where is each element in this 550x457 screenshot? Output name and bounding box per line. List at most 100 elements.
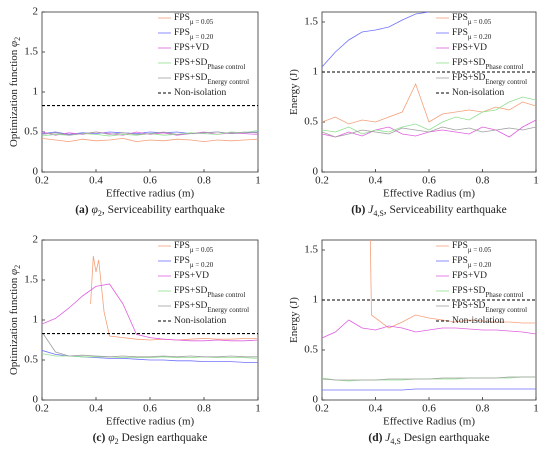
- x-tick-label: 0.8: [476, 175, 490, 187]
- series-line: [369, 240, 536, 329]
- legend-sub: Phase control: [485, 291, 523, 299]
- legend-sub: Energy control: [485, 78, 527, 86]
- legend-sub: μ = 0.20: [190, 261, 214, 269]
- series-line: [42, 131, 258, 136]
- legend-name: FPS: [452, 241, 468, 251]
- y-tick-label: 0.5: [304, 116, 318, 128]
- x-tick-label: 1: [533, 175, 539, 187]
- lines: [42, 105, 258, 143]
- legend-sub: μ = 0.05: [468, 246, 492, 254]
- legend-name: Non-isolation: [174, 316, 226, 326]
- x-tick-label: 0.8: [197, 403, 211, 415]
- y-axis-label: Optimization function φ2: [8, 37, 23, 147]
- legend-sub: Energy control: [207, 306, 249, 314]
- y-tick-label: 0: [313, 394, 319, 406]
- x-tick-label: 1: [255, 403, 261, 415]
- legend-label: FPSμ = 0.20: [174, 28, 214, 40]
- x-tick-label: 0.2: [35, 175, 49, 187]
- legend-label: FPS+SDEnergy control: [452, 73, 527, 85]
- y-axis-label: Energy (J): [288, 69, 300, 115]
- y-tick-label: 0: [33, 394, 39, 406]
- y-tick-label: 2: [33, 6, 39, 18]
- text-part: 2: [115, 437, 119, 446]
- lines: [322, 240, 536, 391]
- legend-label: FPS+VD: [174, 271, 209, 281]
- text-part: J: [382, 432, 391, 444]
- series-line: [42, 137, 258, 143]
- text-part: Design earthquake: [401, 432, 490, 444]
- panel: 0.2 0.4 0.6 0.8 1 0 0.5 1 1.5 2 Effective radius (…: [8, 6, 261, 219]
- text-part: , Serviceability earthquake: [102, 204, 225, 216]
- legend-label: FPS+SDPhase control: [174, 286, 245, 298]
- y-tick-label: 0.5: [24, 126, 38, 138]
- legend-label: FPSμ = 0.20: [452, 28, 492, 40]
- y-axis-label: Energy (J): [288, 297, 300, 343]
- x-axis-label: Effective radius (m): [106, 188, 195, 200]
- plot-area: [321, 239, 537, 401]
- legend-name: FPS: [174, 256, 190, 266]
- legend-name: Non-isolation: [452, 316, 504, 326]
- legend-label: FPS+SDEnergy control: [174, 73, 249, 85]
- series-line: [42, 331, 258, 358]
- panel: 0.2 0.4 0.6 0.8 1 0 0.5 1 1.5 Effective Radius (m…: [288, 11, 539, 218]
- legend-name: FPS+VD: [452, 43, 487, 53]
- legend-sub: Energy control: [485, 306, 527, 314]
- x-tick-label: 0.6: [143, 175, 157, 187]
- plot-area: [41, 239, 259, 401]
- legend-label: Non-isolation: [452, 88, 504, 98]
- legend-label: FPSμ = 0.05: [452, 241, 492, 253]
- y-axis-label: Optimization function φ2: [8, 265, 23, 375]
- x-tick-label: 0.2: [35, 403, 49, 415]
- legend-label: FPS+SDPhase control: [174, 58, 245, 70]
- legend-name: FPS: [174, 13, 190, 23]
- text-part: (a): [75, 204, 89, 216]
- series-line: [42, 353, 258, 359]
- legend-name: FPS: [452, 256, 468, 266]
- legend-name: FPS+SD: [174, 73, 207, 83]
- panel: 0.2 0.4 0.6 0.8 1 0 0.5 1 1.5 2 Effective radius (…: [8, 234, 261, 447]
- text-part: 4,S: [390, 437, 400, 446]
- text-part: 2: [98, 209, 102, 218]
- x-tick-label: 0.6: [422, 175, 436, 187]
- legend-name: FPS+SD: [174, 58, 207, 68]
- text-part: φ: [8, 269, 20, 275]
- legend-label: FPSμ = 0.20: [452, 256, 492, 268]
- legend-name: FPS: [452, 28, 468, 38]
- x-tick-label: 0.4: [369, 175, 383, 187]
- legend-sub: μ = 0.05: [190, 246, 214, 254]
- y-tick-label: 1: [313, 66, 319, 78]
- legend-label: FPS+VD: [452, 271, 487, 281]
- y-tick-label: 1: [33, 314, 39, 326]
- y-tick-label: 1.5: [24, 46, 38, 58]
- legend-name: FPS+SD: [452, 73, 485, 83]
- legend-name: FPS+VD: [174, 43, 209, 53]
- text-part: 4,S: [373, 209, 383, 218]
- panel: 0.2 0.4 0.6 0.8 1 0 0.5 1 1.5 Effective Radius (m…: [288, 239, 539, 446]
- legend-label: FPSμ = 0.05: [452, 13, 492, 25]
- text-part: φ: [8, 41, 20, 47]
- text-part: , Serviceability earthquake: [384, 204, 507, 216]
- plot-area: [321, 11, 537, 173]
- legend-sub: μ = 0.20: [468, 261, 492, 269]
- x-tick-label: 0.4: [369, 403, 383, 415]
- legend-sub: μ = 0.05: [468, 18, 492, 26]
- series-line: [322, 376, 536, 381]
- y-tick-label: 2: [33, 234, 39, 246]
- legend-name: FPS+SD: [452, 58, 485, 68]
- x-tick-label: 1: [533, 403, 539, 415]
- legend-sub: Energy control: [207, 78, 249, 86]
- legend-name: FPS: [452, 13, 468, 23]
- caption: (c) φ2 Design earthquake: [93, 432, 208, 447]
- legend-sub: Phase control: [207, 63, 245, 71]
- legend-sub: μ = 0.05: [190, 18, 214, 26]
- text-part: 2: [13, 265, 22, 269]
- legend-label: FPSμ = 0.05: [174, 241, 214, 253]
- x-axis-label: Effective Radius (m): [383, 188, 475, 200]
- series-line: [322, 126, 536, 138]
- y-tick-label: 0: [33, 166, 39, 178]
- x-axis-label: Effective radius (m): [106, 416, 195, 428]
- legend-label: Non-isolation: [174, 88, 226, 98]
- legend-label: FPS+SDEnergy control: [452, 301, 527, 313]
- series-line: [322, 12, 430, 68]
